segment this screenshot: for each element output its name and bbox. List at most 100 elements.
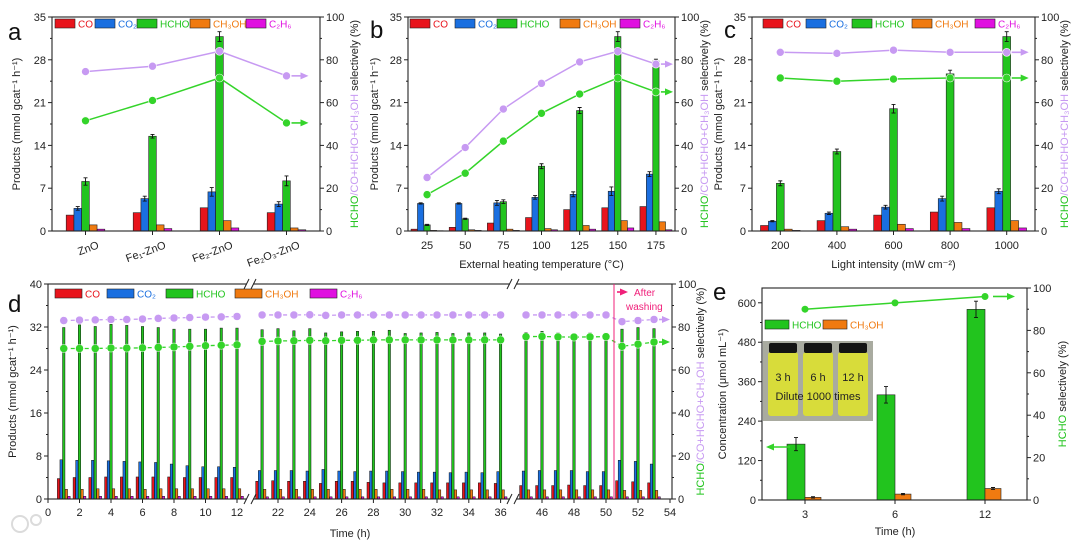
legend-item-HCHO: HCHO [764, 319, 822, 332]
legend-swatch [974, 18, 996, 29]
x-tick-label: 12 [231, 507, 243, 519]
legend-label: HCHO [196, 290, 226, 301]
bar-CO [493, 483, 497, 500]
series-CO [65, 207, 276, 232]
bar-CO2 [531, 197, 539, 232]
error-bar [891, 103, 896, 114]
legend-swatch [454, 18, 476, 29]
bar-CH3OH [591, 489, 595, 500]
bar-HCHO [451, 333, 455, 500]
legend-swatch [762, 18, 784, 29]
line-point [585, 310, 595, 320]
bar-CO2 [824, 212, 834, 232]
line-point [945, 48, 955, 57]
x-tick-label: 32 [431, 507, 443, 519]
bar-CO [519, 485, 523, 500]
line-point [575, 89, 584, 99]
x-tick-label: 10 [199, 507, 211, 519]
bar-CO2 [601, 471, 605, 500]
bar-HCHO [419, 332, 423, 500]
x-tick-label: 28 [367, 507, 379, 519]
x-tick-label: 0 [45, 507, 51, 519]
y2-tick-label: 0 [1041, 226, 1047, 238]
bar-CH3OH [623, 490, 627, 500]
y2-axis-label-part: selectively (%) [695, 287, 707, 361]
bar-CO2 [633, 461, 637, 500]
panel-label: a [8, 19, 22, 46]
right-axis-arrow-icon [291, 119, 309, 127]
bar-CO [135, 476, 139, 500]
line-point [337, 336, 346, 345]
legend-swatch [54, 18, 76, 29]
bar-CO [414, 482, 418, 500]
bar-CO2 [496, 471, 500, 500]
bar-CH3OH [543, 489, 547, 500]
watermark-logo [11, 514, 42, 533]
y2-tick-label: 20 [326, 183, 338, 195]
legend-label: CO [85, 290, 100, 301]
error-bar [217, 31, 222, 42]
line-point [122, 315, 131, 324]
y2-tick-label: 100 [1041, 12, 1059, 24]
line-point [613, 73, 623, 83]
line-point [81, 67, 90, 76]
legend-label: HCHO [792, 321, 822, 332]
bar-HCHO [832, 151, 842, 232]
bar-CH3OH [559, 489, 563, 500]
bar-CO2 [207, 191, 216, 232]
x-tick-label: 800 [941, 240, 959, 252]
legend-swatch [309, 288, 338, 299]
axis-break-gap [510, 282, 516, 286]
legend-swatch [496, 18, 518, 29]
bar-CO2 [569, 470, 573, 500]
line-point [601, 310, 611, 320]
legend-item-CO2: CO₂ [454, 18, 497, 31]
line-point [148, 96, 157, 105]
bar-CH3OH [658, 221, 666, 232]
line-point [496, 335, 505, 345]
y2-tick-label: 60 [1041, 98, 1053, 110]
legend-label: CO₂ [478, 20, 497, 31]
legend-item-HCHO: HCHO [136, 18, 190, 31]
watermark-icon [30, 514, 42, 526]
bar-CH3OH [223, 220, 232, 232]
x-tick-label: 600 [884, 240, 902, 252]
bar-CO [350, 481, 354, 500]
bar-CO [271, 480, 275, 500]
error-bar [142, 195, 147, 202]
y-tick-label: 28 [34, 55, 46, 67]
x-tick-label: 54 [664, 507, 676, 519]
line-point [464, 335, 474, 345]
y2-tick-label: 80 [326, 55, 338, 67]
bar-CO2 [258, 470, 261, 500]
bar-HCHO [776, 183, 785, 232]
line-path [85, 77, 287, 124]
error-bar [884, 386, 888, 404]
legend-item-CO: CO [54, 18, 93, 31]
line-point [369, 310, 378, 320]
line-sel_hcho [59, 332, 670, 353]
bar-HCHO [340, 331, 344, 500]
x-tick-label: 150 [609, 240, 627, 252]
legend: CO CO₂ HCHO CH₃OH C₂H₆ [409, 18, 665, 31]
bar-CO2 [232, 467, 236, 500]
line-sel_hcho [775, 73, 1029, 86]
bar-HCHO [1002, 36, 1011, 232]
bar-HCHO [435, 332, 439, 500]
line-point [215, 46, 224, 56]
legend-swatch [189, 18, 211, 29]
axis-break-icon [506, 493, 520, 505]
bar-CO [601, 207, 609, 232]
legend-label: C₂H₆ [998, 20, 1020, 31]
line-point [651, 59, 661, 69]
line-path [605, 336, 655, 348]
line-point [215, 73, 224, 83]
bar-CH3OH [358, 489, 362, 500]
bar-CO2 [455, 203, 463, 232]
line-path [262, 314, 501, 317]
y2-tick-label: 20 [1041, 183, 1053, 195]
y2-tick-label: 0 [326, 226, 332, 238]
bar-CO2 [617, 460, 621, 500]
bar-CH3OH [527, 489, 531, 500]
error-bar [418, 202, 423, 205]
